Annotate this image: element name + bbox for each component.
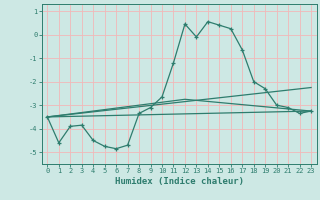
X-axis label: Humidex (Indice chaleur): Humidex (Indice chaleur) bbox=[115, 177, 244, 186]
